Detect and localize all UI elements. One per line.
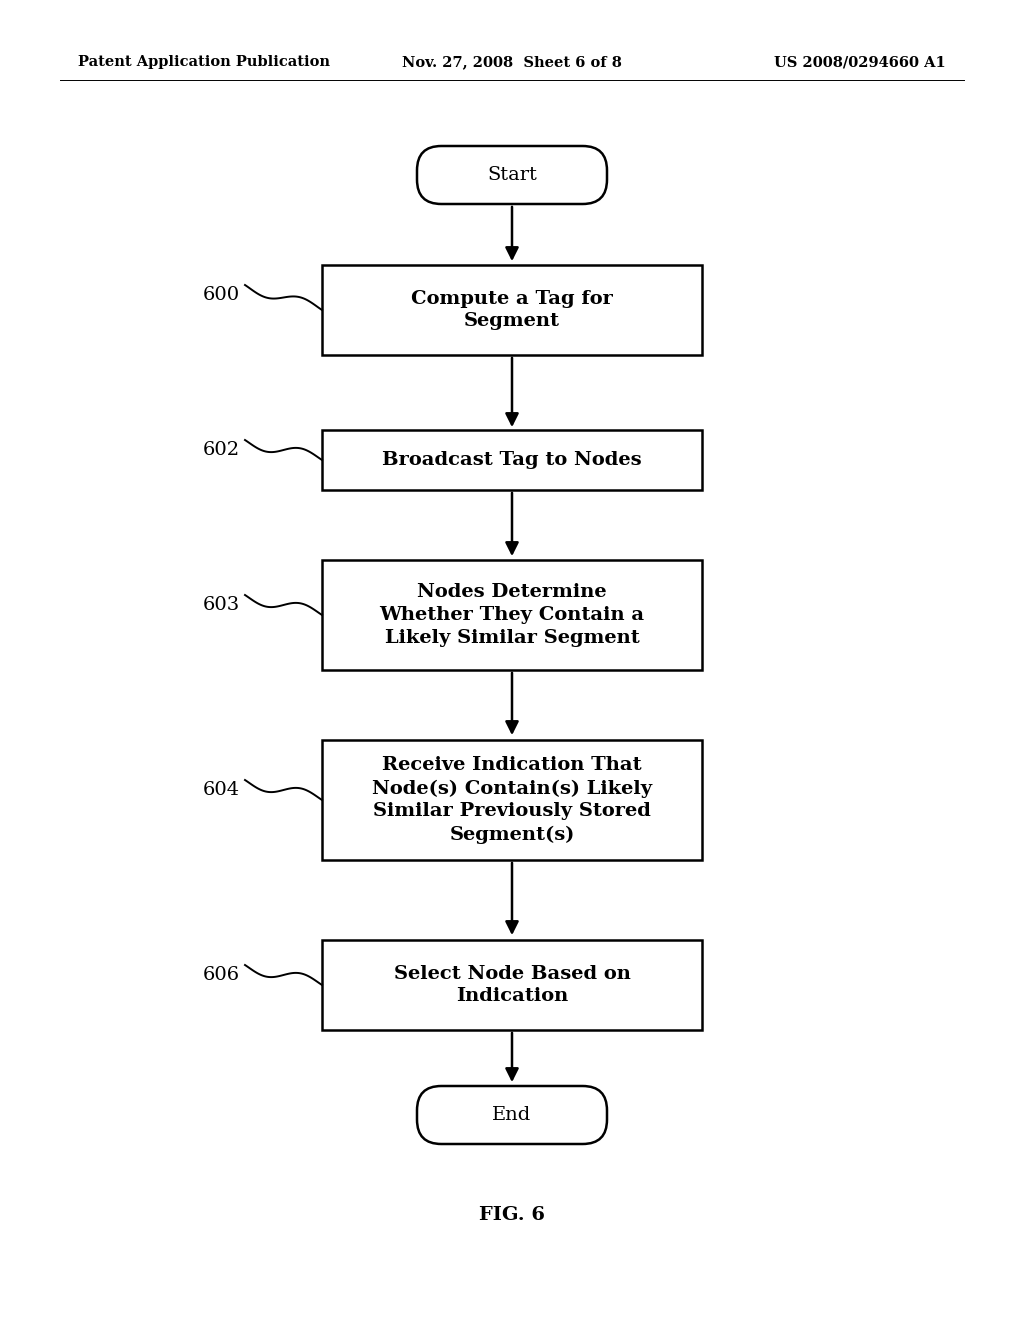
FancyBboxPatch shape	[417, 147, 607, 205]
Bar	[322, 430, 702, 490]
Text: US 2008/0294660 A1: US 2008/0294660 A1	[774, 55, 946, 69]
Text: 603: 603	[203, 597, 240, 614]
Text: 600: 600	[203, 286, 240, 304]
Text: Compute a Tag for
Segment: Compute a Tag for Segment	[411, 289, 613, 330]
Bar	[322, 265, 702, 355]
Text: 604: 604	[203, 781, 240, 799]
Bar	[322, 560, 702, 671]
Text: Patent Application Publication: Patent Application Publication	[78, 55, 330, 69]
Text: Nodes Determine
Whether They Contain a
Likely Similar Segment: Nodes Determine Whether They Contain a L…	[380, 583, 644, 647]
Bar	[322, 940, 702, 1030]
Text: End: End	[493, 1106, 531, 1125]
Text: Start: Start	[487, 166, 537, 183]
Text: Select Node Based on
Indication: Select Node Based on Indication	[393, 965, 631, 1006]
Bar	[322, 741, 702, 861]
Text: FIG. 6: FIG. 6	[479, 1206, 545, 1224]
Text: 602: 602	[203, 441, 240, 459]
Text: Broadcast Tag to Nodes: Broadcast Tag to Nodes	[382, 451, 642, 469]
Text: Nov. 27, 2008  Sheet 6 of 8: Nov. 27, 2008 Sheet 6 of 8	[402, 55, 622, 69]
Text: 606: 606	[203, 966, 240, 983]
Text: Receive Indication That
Node(s) Contain(s) Likely
Similar Previously Stored
Segm: Receive Indication That Node(s) Contain(…	[372, 756, 652, 843]
FancyBboxPatch shape	[417, 1086, 607, 1144]
